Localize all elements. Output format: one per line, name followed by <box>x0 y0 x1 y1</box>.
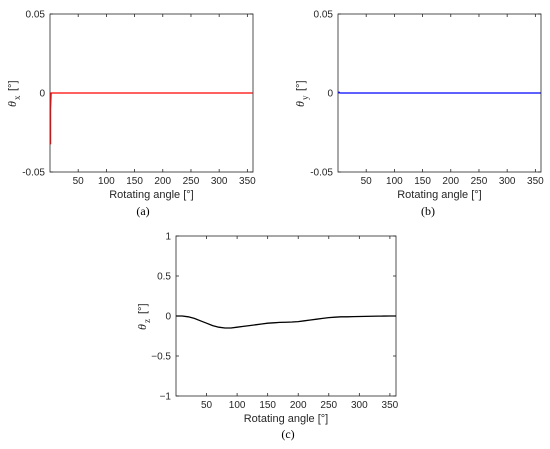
x-axis-title: Rotating angle [°] <box>109 189 194 201</box>
y-tick-label: 1 <box>165 232 171 243</box>
x-tick-label: 300 <box>211 176 228 187</box>
x-tick-label: 50 <box>201 400 213 411</box>
x-tick-label: 250 <box>183 176 200 187</box>
x-tick-label: 150 <box>414 176 431 187</box>
x-tick-label: 50 <box>73 176 85 187</box>
y-tick-label: −1 <box>160 392 172 403</box>
x-axis-title: Rotating angle [°] <box>397 189 482 201</box>
x-tick-label: 300 <box>499 176 516 187</box>
x-tick-label: 100 <box>229 400 246 411</box>
y-tick-label: 0.5 <box>157 272 171 283</box>
x-tick-label: 100 <box>386 176 403 187</box>
y-axis-unit: [°] <box>7 80 19 91</box>
panel-caption: (b) <box>421 204 435 218</box>
x-tick-label: 250 <box>471 176 488 187</box>
y-tick-label: 0 <box>39 89 45 100</box>
panel-caption: (c) <box>281 427 294 441</box>
y-tick-label: 0.05 <box>314 10 334 21</box>
y-axis-subscript: x <box>12 95 22 100</box>
y-axis-symbol: θ <box>5 101 19 107</box>
y-axis-subscript: y <box>300 95 310 100</box>
x-tick-label: 150 <box>259 400 276 411</box>
series-line-0 <box>49 92 253 145</box>
x-tick-label: 100 <box>98 176 115 187</box>
y-axis-symbol: θ <box>293 101 307 107</box>
x-tick-label: 300 <box>351 400 368 411</box>
y-axis-subscript: z <box>142 319 152 323</box>
x-tick-label: 50 <box>361 176 373 187</box>
y-axis-title: θz [°] <box>135 303 152 330</box>
panel-caption: (a) <box>136 204 149 218</box>
x-tick-label: 200 <box>442 176 459 187</box>
x-tick-label: 350 <box>239 176 256 187</box>
x-tick-label: 250 <box>320 400 337 411</box>
x-tick-label: 350 <box>382 400 399 411</box>
chart-panel-2: 50 100 150 200 250 300 350 −1 −0.5 0 0.5 1 Rotating … <box>135 232 399 442</box>
y-axis-title: θy [°] <box>293 80 310 107</box>
series-line-0 <box>338 91 541 94</box>
series-line-0 <box>176 315 396 329</box>
x-axis-title: Rotating angle [°] <box>244 413 329 425</box>
y-tick-label: -0.05 <box>310 168 333 179</box>
y-tick-label: -0.05 <box>22 168 45 179</box>
y-tick-label: 0 <box>165 312 171 323</box>
x-tick-label: 150 <box>126 176 143 187</box>
x-tick-label: 200 <box>290 400 307 411</box>
y-axis-unit: [°] <box>295 80 307 91</box>
y-axis-unit: [°] <box>137 303 149 314</box>
x-tick-label: 350 <box>527 176 544 187</box>
y-tick-label: −0.5 <box>151 352 171 363</box>
chart-panel-1: 50 100 150 200 250 300 350 -0.05 0 0.05 Rotating a… <box>293 10 544 219</box>
chart-panel-0: 50 100 150 200 250 300 350 -0.05 0 0.05 Rotating a… <box>5 10 256 219</box>
x-tick-label: 200 <box>154 176 171 187</box>
y-axis-symbol: θ <box>135 324 149 330</box>
y-axis-title: θx [°] <box>5 80 22 107</box>
y-tick-label: 0 <box>327 89 333 100</box>
y-tick-label: 0.05 <box>26 10 46 21</box>
